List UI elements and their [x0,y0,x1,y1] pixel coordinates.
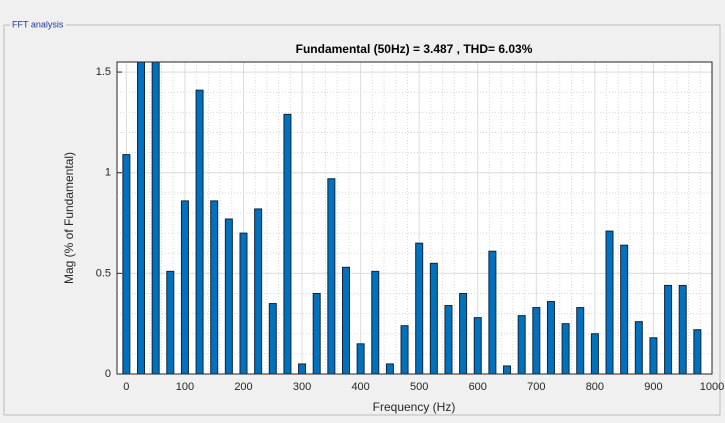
bar [298,363,307,374]
bar [166,270,175,374]
bar [327,178,336,374]
bar [239,232,248,374]
bar [283,113,292,374]
bar [678,284,687,374]
bar [137,62,146,374]
bar [268,303,277,374]
axes-box [116,61,713,375]
x-tick-label: 600 [469,381,487,393]
bar [254,208,263,374]
x-tick-label: 500 [410,381,428,393]
bar [517,315,526,374]
bar [122,154,131,374]
bar [634,321,643,374]
bar [649,337,658,374]
bar [605,230,614,374]
bar [444,305,453,374]
bar [503,365,512,374]
x-tick-label: 700 [527,381,545,393]
x-tick-label: 0 [123,381,129,393]
bar [356,343,365,374]
bar [415,242,424,374]
panel-border [3,24,721,416]
bar [151,62,160,374]
bar [488,250,497,374]
x-axis-label: Frequency (Hz) [373,400,456,414]
panel-title-bg [10,19,66,31]
bar [532,307,541,374]
bar [473,317,482,374]
bar [210,200,219,374]
x-tick-label: 900 [644,381,662,393]
bar [180,200,189,374]
chart-title: Fundamental (50Hz) = 3.487 , THD= 6.03% [296,42,533,56]
bar [400,325,409,374]
bar [561,323,570,374]
bar [429,262,438,374]
x-tick-label: 300 [293,381,311,393]
bar [576,307,585,374]
x-tick-label: 800 [586,381,604,393]
bars [122,62,702,374]
bar [546,301,555,374]
bar [224,218,233,374]
bar [312,292,321,374]
bar [385,363,394,374]
x-tick-label: 1000 [700,381,724,393]
bar [620,244,629,374]
bar [664,284,673,374]
bar [459,292,468,374]
bar [341,266,350,374]
x-tick-label: 200 [234,381,252,393]
y-tick-label: 1.5 [96,66,111,78]
bar [371,270,380,374]
panel-title: FFT analysis [12,19,64,29]
bar [195,89,204,374]
bar [590,333,599,374]
x-tick-label: 400 [351,381,369,393]
y-axis-label: Mag (% of Fundamental) [62,152,76,284]
bar [693,329,702,374]
x-tick-label: 100 [176,381,194,393]
y-tick-label: 1 [105,167,111,179]
y-tick-label: 0.5 [96,267,111,279]
y-tick-label: 0 [105,368,111,380]
